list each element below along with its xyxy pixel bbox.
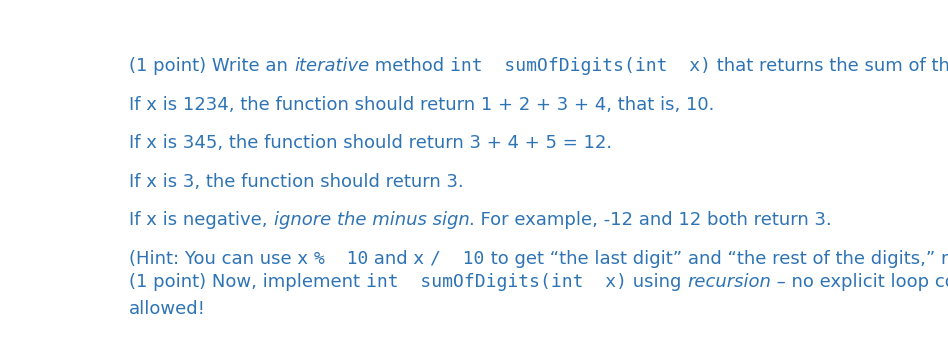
Text: recursion: recursion	[687, 273, 771, 291]
Text: allowed!: allowed!	[129, 300, 207, 318]
Text: method: method	[369, 57, 450, 75]
Text: (1 point) Write an: (1 point) Write an	[129, 57, 294, 75]
Text: int  sumOfDigits(int  x): int sumOfDigits(int x)	[450, 57, 711, 75]
Text: iterative: iterative	[294, 57, 369, 75]
Text: to get “the last digit” and “the rest of the digits,” respectively.): to get “the last digit” and “the rest of…	[484, 249, 948, 267]
Text: using: using	[627, 273, 687, 291]
Text: %  10: % 10	[314, 249, 369, 267]
Text: If x is negative,: If x is negative,	[129, 211, 274, 229]
Text: If x is 1234, the function should return 1 + 2 + 3 + 4, that is, 10.: If x is 1234, the function should return…	[129, 95, 715, 113]
Text: int  sumOfDigits(int  x): int sumOfDigits(int x)	[366, 273, 627, 291]
Text: If x is 3, the function should return 3.: If x is 3, the function should return 3.	[129, 172, 465, 190]
Text: that returns the sum of the digits of an integer.: that returns the sum of the digits of an…	[711, 57, 948, 75]
Text: /  10: / 10	[430, 249, 484, 267]
Text: – no explicit loop constructs (: – no explicit loop constructs (	[771, 273, 948, 291]
Text: . For example, -12 and 12 both return 3.: . For example, -12 and 12 both return 3.	[469, 211, 832, 229]
Text: and x: and x	[369, 249, 430, 267]
Text: (1 point) Now, implement: (1 point) Now, implement	[129, 273, 366, 291]
Text: ignore the minus sign: ignore the minus sign	[274, 211, 469, 229]
Text: If x is 345, the function should return 3 + 4 + 5 = 12.: If x is 345, the function should return …	[129, 134, 612, 152]
Text: (Hint: You can use x: (Hint: You can use x	[129, 249, 314, 267]
